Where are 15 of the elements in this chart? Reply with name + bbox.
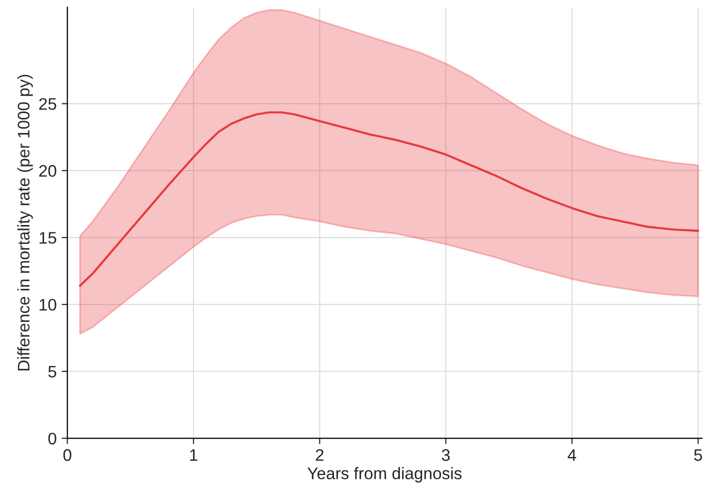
y-tick-label: 25 — [39, 98, 56, 110]
x-tick-label: 5 — [694, 449, 702, 461]
y-tick-label: 5 — [48, 366, 56, 378]
x-tick-label: 2 — [316, 449, 324, 461]
y-tick-label: 10 — [40, 298, 56, 311]
y-tick-label: 20 — [39, 165, 56, 177]
x-tick-label: 4 — [568, 449, 576, 461]
x-axis-title: Years from diagnosis — [307, 467, 462, 483]
x-tick-label: 1 — [190, 449, 198, 461]
x-tick-label: 3 — [442, 449, 450, 461]
y-tick-label: 0 — [48, 432, 56, 445]
y-axis-title: Difference in mortality rate (per 1000 py) — [17, 74, 33, 370]
y-tick-label: 15 — [40, 232, 56, 244]
x-tick-label: 0 — [63, 449, 72, 461]
line-series — [78, 111, 700, 287]
